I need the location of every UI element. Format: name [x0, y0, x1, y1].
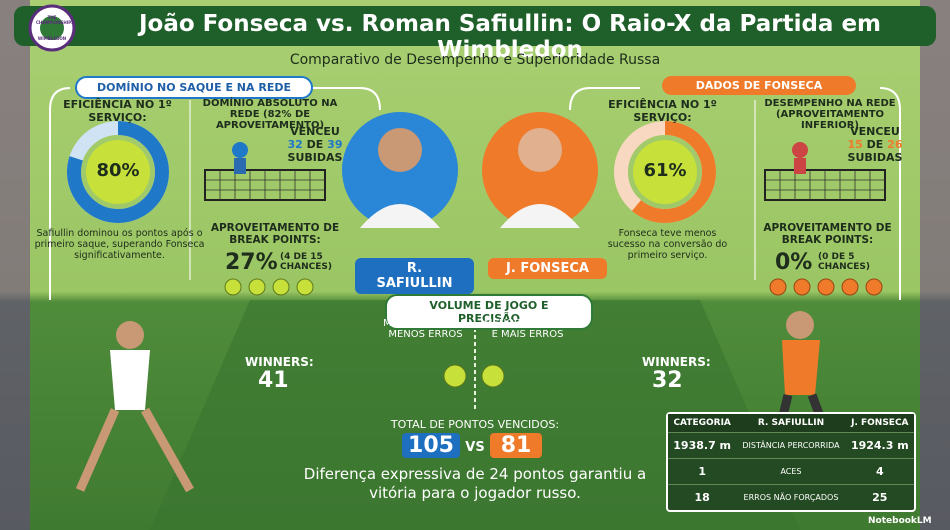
- text: SUBIDAS: [287, 151, 343, 164]
- table-header: CATEGORIA R. SAFIULLIN J. FONSECA: [668, 414, 914, 433]
- text: 39: [327, 138, 343, 151]
- table-cell: 1: [698, 465, 706, 478]
- metric-note: Safiullin dominou os pontos após o prime…: [34, 228, 205, 261]
- metric-label: APROVEITAMENTO DE BREAK POINTS:: [210, 222, 340, 246]
- metric-label: DOMÍNIO ABSOLUTO NA REDE (82% DE APROVEI…: [202, 98, 338, 131]
- table-cell: ERROS NÃO FORÇADOS: [743, 493, 839, 502]
- metric-note: Fonseca teve menos sucesso na conversão …: [607, 228, 728, 261]
- caption: MAIS WINNERS E MENOS ERROS: [383, 318, 468, 340]
- section-label: DOMÍNIO NO SAQUE E NA REDE: [75, 76, 313, 99]
- player-label: J. FONSECA: [488, 258, 607, 279]
- header-cell: J. FONSECA: [851, 418, 909, 428]
- winners-label: WINNERS:: [642, 355, 711, 369]
- stats-table: CATEGORIA R. SAFIULLIN J. FONSECA 1938.7…: [666, 412, 916, 512]
- metric-label: APROVEITAMENTO DE BREAK POINTS:: [763, 222, 892, 246]
- logo-bottom: WIMBLEDON: [37, 36, 67, 41]
- metric-value: 27%: [225, 250, 278, 275]
- vs: VS: [465, 440, 485, 455]
- metric-value: 0%: [775, 250, 813, 275]
- table-cell: 1938.7 m: [673, 439, 732, 452]
- net-result: VENCEU 32 DE 39 SUBIDAS: [275, 125, 355, 164]
- text: DE: [866, 138, 884, 151]
- footer-brand: NotebookLM: [868, 516, 932, 526]
- table-cell: ACES: [780, 467, 802, 476]
- header-cell: R. SAFIULLIN: [757, 418, 825, 428]
- table-body: 1938.7 m DISTÂNCIA PERCORRIDA 1924.3 m 1 ACE…: [668, 432, 914, 511]
- player-label: R. SAFIULLIN: [355, 258, 474, 294]
- title: João Fonseca vs. Roman Safiullin: O Raio…: [138, 11, 882, 63]
- table-row: 18 ERROS NÃO FORÇADOS 25: [668, 484, 914, 511]
- text: VENCEU: [850, 125, 900, 138]
- metric-label: DESEMPENHO NA REDE (APROVEITAMENTO INFER…: [764, 98, 896, 131]
- metric-value: 61%: [643, 160, 687, 181]
- winners-value: 32: [652, 368, 683, 393]
- table: CATEGORIA R. SAFIULLIN J. FONSECA 1938.7…: [668, 414, 914, 510]
- table-cell: 18: [694, 491, 710, 504]
- text: 15: [847, 138, 863, 151]
- text: 26: [887, 138, 903, 151]
- caption: MENOS WINNERS E MAIS ERROS: [483, 318, 572, 340]
- metric-label: EFICIÊNCIA NO 1º SERVIÇO:: [608, 98, 717, 124]
- metric-value: 80%: [96, 160, 140, 181]
- total-note: Diferença expressiva de 24 pontos garant…: [303, 465, 647, 502]
- section-label: DADOS DE FONSECA: [662, 76, 856, 95]
- winners-value: 41: [258, 368, 289, 393]
- metric-detail: (0 DE 5 CHANCES): [818, 252, 870, 272]
- text: VENCEU: [290, 125, 340, 138]
- total-value: 105: [402, 433, 460, 458]
- table-row: 1 ACES 4: [668, 458, 914, 485]
- total-label: TOTAL DE PONTOS VENCIDOS:: [390, 418, 560, 431]
- net-result: VENCEU 15 DE 26 SUBIDAS: [835, 125, 915, 164]
- section-label: VOLUME DE JOGO E PRECISÃO: [385, 294, 593, 330]
- metric-label: EFICIÊNCIA NO 1º SERVIÇO:: [63, 98, 172, 124]
- table-cell: DISTÂNCIA PERCORRIDA: [742, 441, 840, 450]
- winners-label: WINNERS:: [245, 355, 314, 369]
- header-cell: CATEGORIA: [673, 418, 731, 428]
- total-value: 81: [490, 433, 542, 458]
- table-cell: 4: [875, 465, 884, 478]
- logo-top: THE CHAMPIONSHIPS: [36, 15, 75, 25]
- table-row: 1938.7 m DISTÂNCIA PERCORRIDA 1924.3 m: [668, 432, 914, 459]
- metric-detail: (4 DE 15 CHANCES): [280, 252, 332, 272]
- table-cell: 1924.3 m: [850, 439, 909, 452]
- text: SUBIDAS: [847, 151, 903, 164]
- text: 32: [287, 138, 303, 151]
- text: DE: [306, 138, 324, 151]
- table-cell: 25: [872, 491, 888, 504]
- subtitle: Comparativo de Desempenho e Superioridad…: [289, 52, 661, 68]
